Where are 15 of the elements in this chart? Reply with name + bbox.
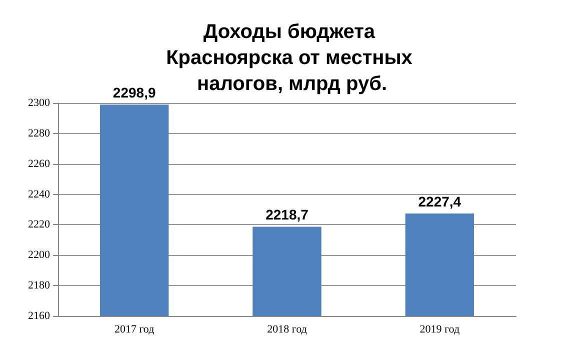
y-tick-label: 2160 [28, 310, 50, 322]
y-tick-label: 2220 [28, 218, 50, 231]
y-tick-label: 2260 [28, 158, 50, 170]
y-tick-label: 2240 [28, 188, 50, 200]
data-label: 2218,7 [266, 206, 309, 223]
y-tick-label: 2180 [28, 280, 50, 292]
x-tick-label: 2018 год [267, 324, 308, 336]
x-tick-label: 2019 год [420, 324, 460, 336]
data-label: 2298,9 [112, 84, 156, 101]
data-label: 2227,4 [418, 193, 462, 210]
y-tick-label: 2280 [28, 127, 50, 140]
chart-title: Доходы бюджета Красноярска от местных налогов, млрд руб. [166, 21, 418, 95]
y-tick-label: 2200 [28, 249, 50, 262]
y-tick-label: 2300 [28, 97, 50, 109]
x-tick-label: 2017 год [114, 324, 155, 336]
